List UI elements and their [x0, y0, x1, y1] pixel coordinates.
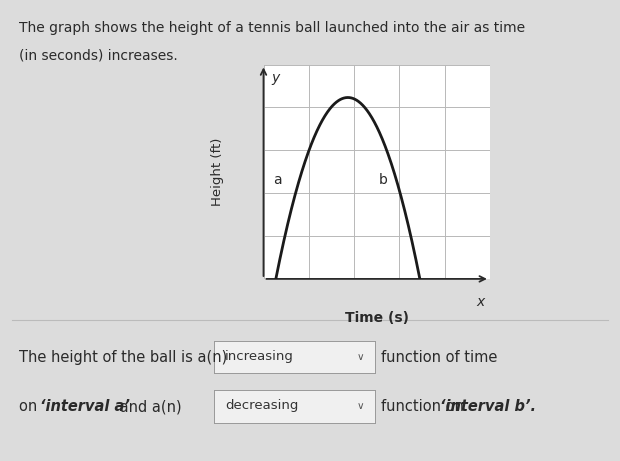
Text: The graph shows the height of a tennis ball launched into the air as time: The graph shows the height of a tennis b…: [19, 21, 525, 35]
Text: Height (ft): Height (ft): [211, 137, 223, 206]
Text: b: b: [379, 173, 388, 187]
Text: Time (s): Time (s): [345, 311, 409, 325]
Text: ∨: ∨: [356, 401, 364, 411]
Text: and a(n): and a(n): [115, 399, 181, 414]
Text: on: on: [19, 399, 42, 414]
Text: ‘interval b’.: ‘interval b’.: [440, 399, 536, 414]
Text: y: y: [271, 71, 279, 85]
Text: decreasing: decreasing: [225, 400, 299, 413]
Text: ‘interval a’: ‘interval a’: [40, 399, 130, 414]
Text: The height of the ball is a(n): The height of the ball is a(n): [19, 350, 227, 365]
Text: increasing: increasing: [225, 350, 294, 363]
Text: (in seconds) increases.: (in seconds) increases.: [19, 48, 177, 62]
Text: a: a: [273, 173, 282, 187]
Text: function of time: function of time: [381, 350, 498, 365]
Text: x: x: [477, 295, 485, 309]
Text: function on: function on: [381, 399, 469, 414]
Text: ∨: ∨: [356, 352, 364, 361]
